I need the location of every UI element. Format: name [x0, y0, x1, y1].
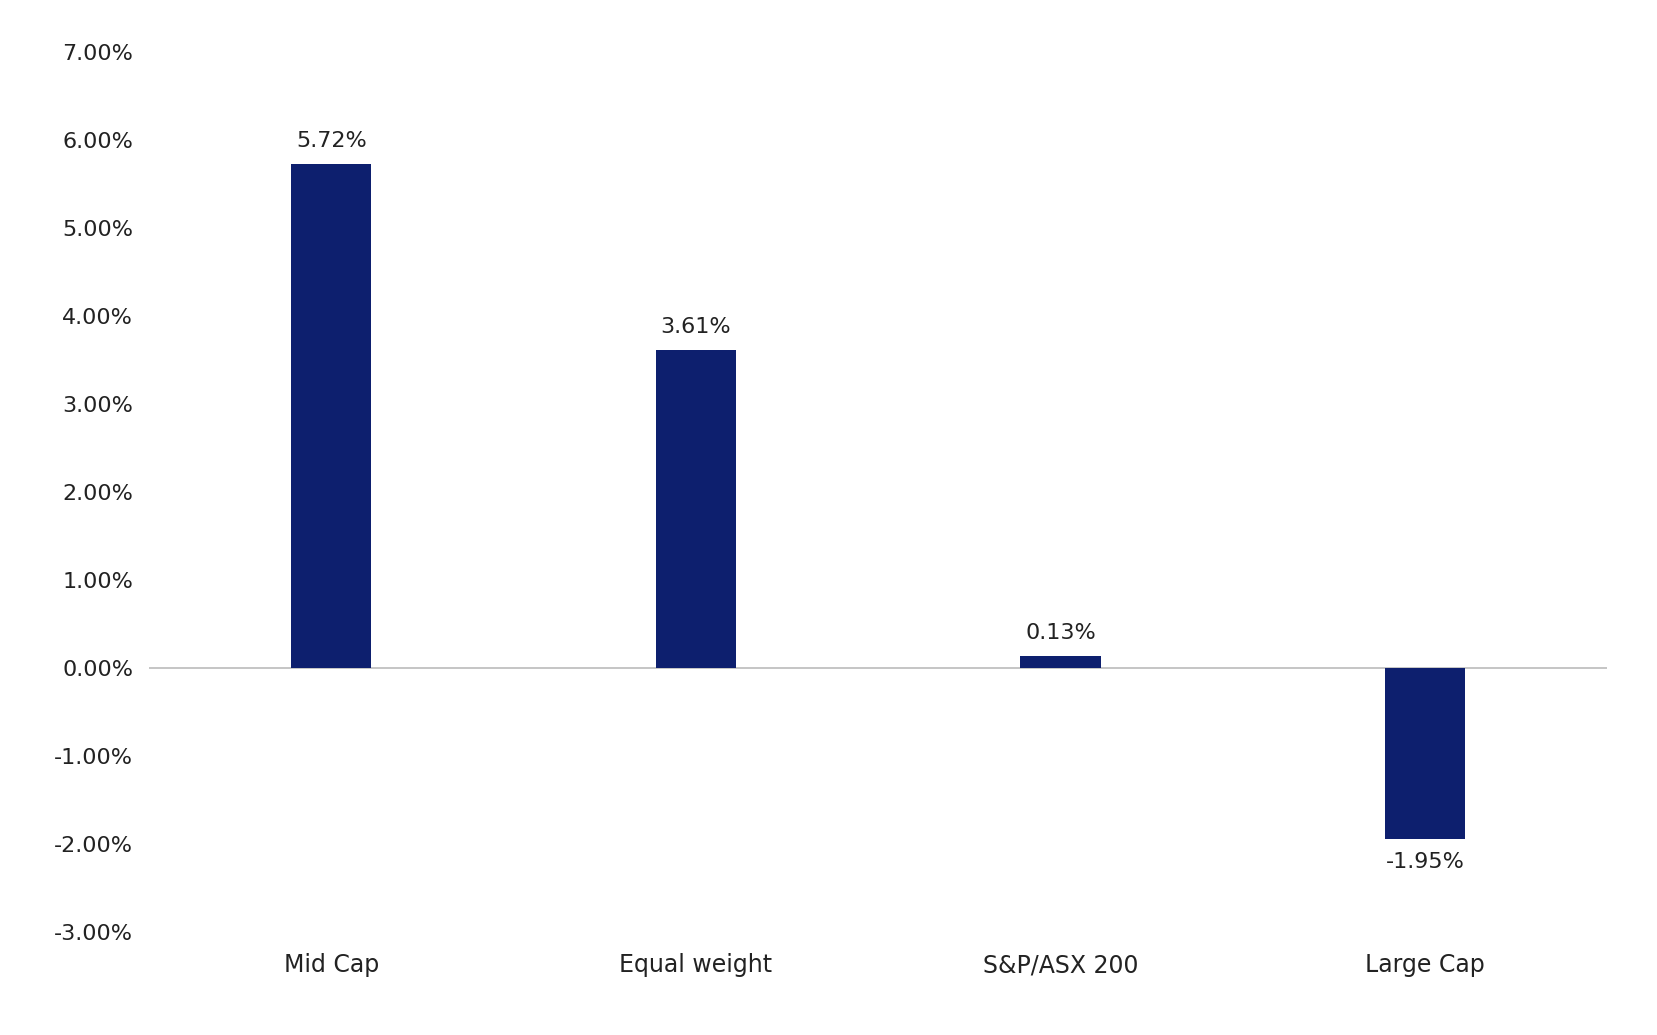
Bar: [1385, 668, 1465, 839]
Bar: [656, 350, 736, 668]
Text: 0.13%: 0.13%: [1026, 623, 1095, 643]
Text: -1.95%: -1.95%: [1385, 853, 1465, 873]
Bar: [1021, 656, 1100, 668]
Bar: [292, 165, 371, 668]
Text: 3.61%: 3.61%: [661, 317, 731, 336]
Text: 5.72%: 5.72%: [297, 131, 366, 151]
